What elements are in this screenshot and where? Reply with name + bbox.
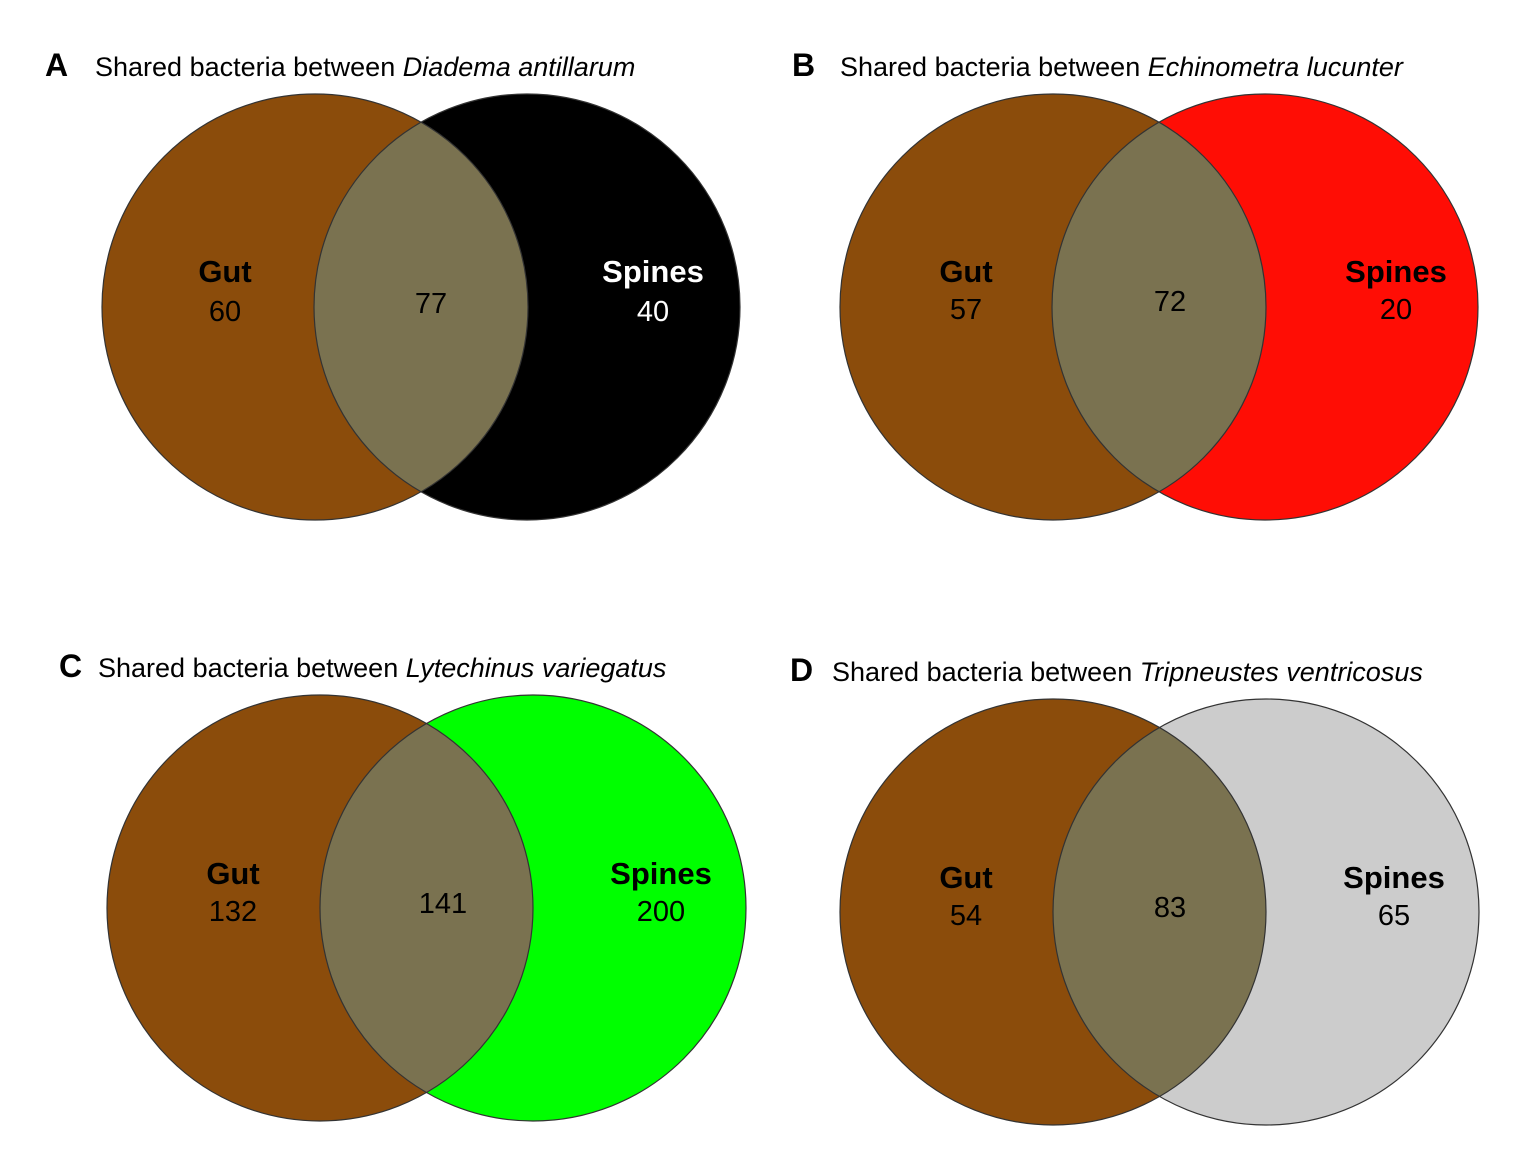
spines-circle-outline xyxy=(313,93,741,521)
spines-only-count: 20 xyxy=(1380,294,1412,326)
spines-only-count: 65 xyxy=(1378,900,1410,932)
panel-letter: C xyxy=(59,648,82,684)
panel-title: Shared bacteria between Diadema antillar… xyxy=(95,52,635,82)
gut-label: Gut xyxy=(206,856,259,891)
panel-title: Shared bacteria between Lytechinus varie… xyxy=(98,653,666,683)
spines-label: Spines xyxy=(602,254,704,289)
shared-count: 83 xyxy=(1154,892,1186,924)
gut-only-count: 57 xyxy=(950,294,982,326)
gut-circle-outline xyxy=(839,698,1267,1126)
panel-title: Shared bacteria between Echinometra lucu… xyxy=(840,52,1404,82)
spines-only-count: 200 xyxy=(637,896,685,928)
spines-circle-outline xyxy=(319,694,747,1122)
gut-only-count: 60 xyxy=(209,296,241,328)
gut-circle-outline xyxy=(101,93,529,521)
panel-d: D Shared bacteria between Tripneustes ve… xyxy=(790,652,1480,1126)
gut-label: Gut xyxy=(198,254,251,289)
intersection-region xyxy=(320,695,533,1121)
spines-label: Spines xyxy=(1343,860,1445,895)
panel-letter: A xyxy=(45,47,68,83)
panel-b: B Shared bacteria between Echinometra lu… xyxy=(792,47,1479,521)
shared-count: 72 xyxy=(1154,286,1186,318)
gut-only-count: 132 xyxy=(209,896,257,928)
gut-label: Gut xyxy=(939,860,992,895)
gut-circle-outline xyxy=(839,93,1267,521)
spines-circle-outline xyxy=(1051,93,1479,521)
shared-count: 77 xyxy=(415,288,447,320)
shared-count: 141 xyxy=(419,888,467,920)
panel-letter: B xyxy=(792,47,815,83)
panel-letter: D xyxy=(790,652,813,688)
panel-a: A Shared bacteria between Diadema antill… xyxy=(45,47,741,521)
gut-circle-outline xyxy=(106,694,534,1122)
gut-only-count: 54 xyxy=(950,900,982,932)
spines-circle-outline xyxy=(1052,698,1480,1126)
intersection-region xyxy=(1053,699,1266,1125)
spines-only-count: 40 xyxy=(637,296,669,328)
intersection-region xyxy=(314,94,528,520)
panel-title: Shared bacteria between Tripneustes vent… xyxy=(832,657,1423,687)
spines-label: Spines xyxy=(1345,254,1447,289)
panel-c: C Shared bacteria between Lytechinus var… xyxy=(59,648,747,1122)
spines-label: Spines xyxy=(610,856,712,891)
intersection-region xyxy=(1052,94,1266,520)
gut-label: Gut xyxy=(939,254,992,289)
